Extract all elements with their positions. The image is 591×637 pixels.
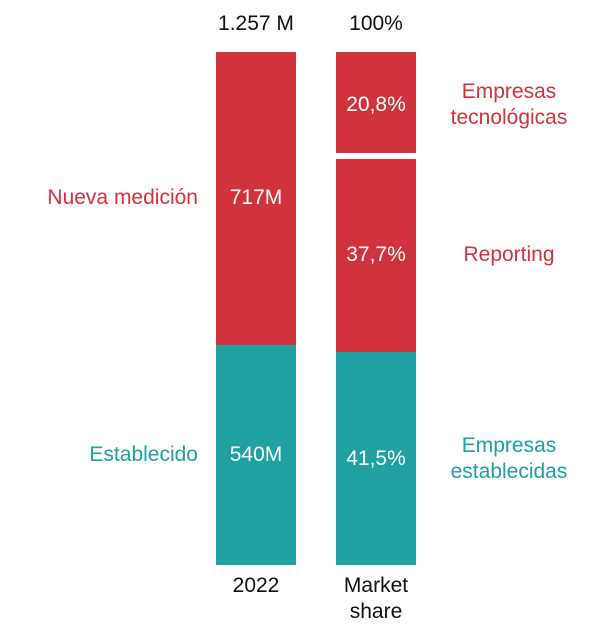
series-label: Nueva medición (47, 186, 198, 210)
bar-segment (216, 344, 296, 565)
value-label: 41,5% (346, 446, 406, 470)
value-label: 20,8% (346, 93, 406, 117)
value-label: 540M (229, 442, 283, 466)
series-label: Empresas establecidas (450, 433, 568, 483)
value-label: 717M (229, 186, 283, 210)
bar-segment (336, 352, 416, 565)
series-label: Reporting (463, 243, 555, 267)
total-label: 1.257 M (218, 12, 294, 35)
x-tick-label: 2022 (232, 574, 280, 597)
bar-segment (216, 52, 296, 345)
total-label: 100% (349, 12, 403, 35)
x-tick-label: Market share (343, 574, 409, 623)
series-label: Empresas tecnológicas (450, 80, 568, 130)
value-label: 37,7% (346, 243, 406, 267)
bar-segment (336, 52, 416, 159)
bar-segment (336, 158, 416, 353)
series-label: Establecido (89, 442, 198, 466)
